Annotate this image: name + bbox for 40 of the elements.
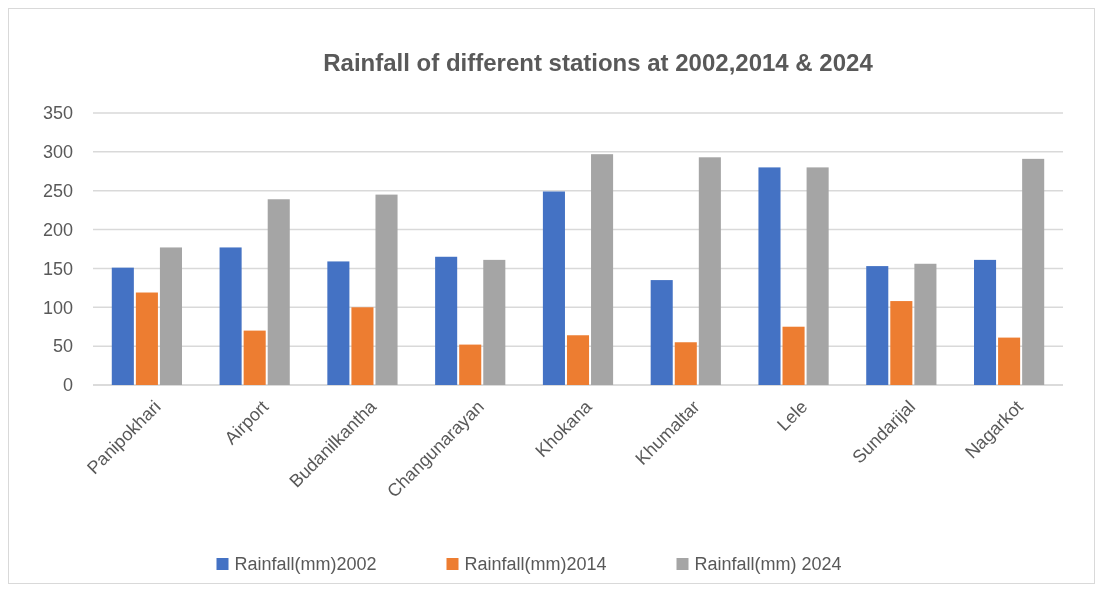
bar [698, 157, 721, 385]
bar [375, 194, 398, 385]
y-tick-label: 50 [52, 336, 73, 357]
bar [327, 261, 350, 385]
x-tick-label: Lele [773, 396, 812, 435]
y-tick-label: 300 [42, 142, 73, 163]
bar [135, 292, 158, 385]
bar [483, 259, 506, 385]
legend-label: Rainfall(mm)2014 [464, 554, 607, 574]
bar [267, 199, 290, 385]
bar [111, 267, 134, 385]
bar [890, 301, 913, 385]
bar [159, 247, 182, 385]
bar [243, 330, 266, 385]
bar [1022, 158, 1045, 385]
bar [782, 326, 805, 385]
bar [219, 247, 242, 385]
y-tick-label: 100 [42, 297, 73, 318]
bar [866, 266, 889, 385]
legend-label: Rainfall(mm)2002 [234, 554, 377, 574]
bar [435, 256, 458, 385]
bar [998, 337, 1021, 385]
bar [591, 154, 614, 385]
bar [566, 335, 590, 385]
bar [650, 280, 673, 385]
y-tick-label: 200 [42, 219, 73, 240]
y-tick-label: 250 [42, 181, 73, 202]
bar [758, 167, 781, 385]
bar [914, 263, 937, 385]
chart-title: Rainfall of different stations at 2002,2014 & 2024 [323, 49, 874, 76]
bar [674, 342, 697, 385]
y-tick-label: 350 [42, 103, 73, 124]
bar [459, 344, 482, 385]
bar [351, 307, 374, 385]
y-tick-label: 150 [42, 258, 73, 279]
bar [806, 167, 829, 385]
legend-label: Rainfall(mm) 2024 [694, 554, 842, 574]
y-tick-label: 0 [62, 375, 73, 396]
bar [974, 259, 997, 385]
bar [542, 191, 565, 385]
